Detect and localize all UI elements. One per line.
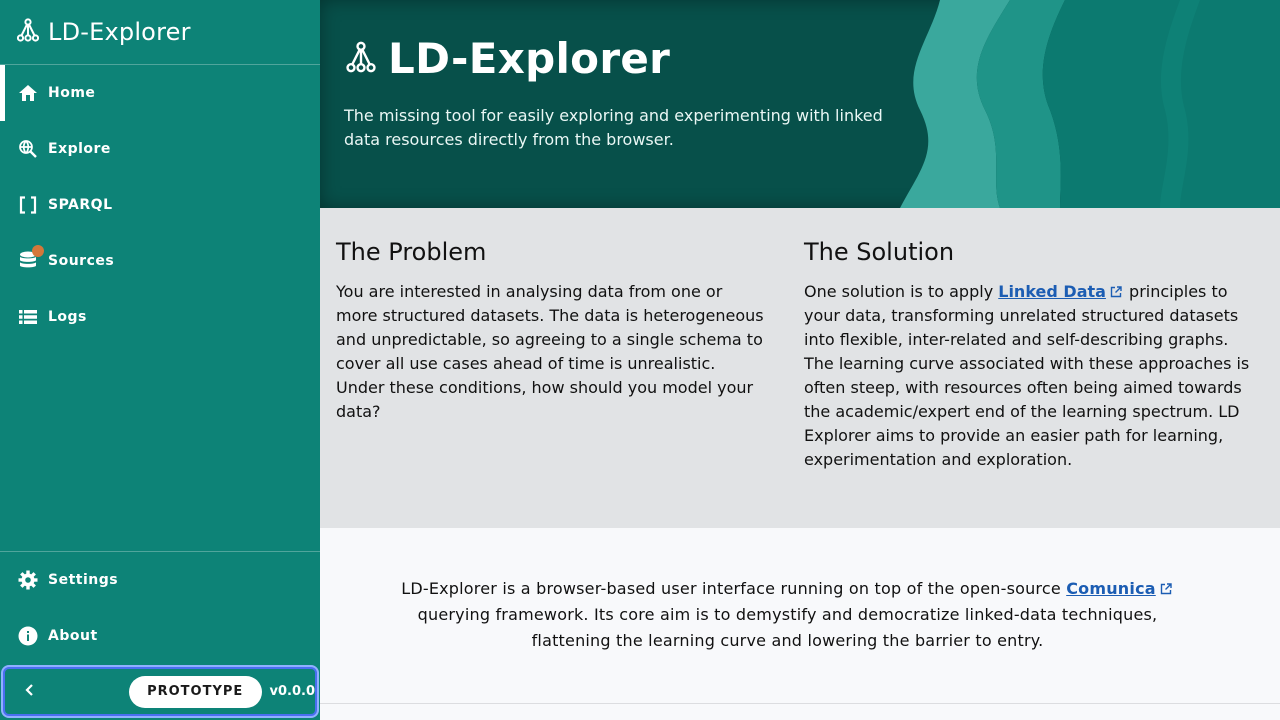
chevron-left-icon <box>24 682 34 701</box>
about-text-before: LD-Explorer is a browser-based user inte… <box>401 579 1061 598</box>
sidebar-item-home[interactable]: Home <box>0 65 320 121</box>
solution-column: The Solution One solution is to apply Li… <box>804 238 1254 472</box>
page-title: LD-Explorer <box>388 34 671 83</box>
sidebar: LD-Explorer Home Explore SPARQL <box>0 0 320 720</box>
brand-title: LD-Explorer <box>48 18 191 46</box>
database-icon <box>18 245 44 271</box>
solution-heading: The Solution <box>804 238 955 266</box>
sidebar-item-label: Settings <box>48 572 119 588</box>
prototype-badge: PROTOTYPE <box>128 675 262 708</box>
problem-heading: The Problem <box>336 238 487 266</box>
linked-data-link[interactable]: Linked Data <box>998 282 1106 301</box>
brackets-icon <box>18 195 38 215</box>
sidebar-item-label: Explore <box>48 141 111 157</box>
hero-title-row: LD-Explorer <box>346 34 670 83</box>
sidebar-item-label: Home <box>48 85 96 101</box>
external-link-icon <box>1110 286 1122 298</box>
graph-logo-icon <box>346 41 376 77</box>
sidebar-item-settings[interactable]: Settings <box>0 552 320 608</box>
info-icon <box>18 626 38 646</box>
explore-icon <box>18 139 38 159</box>
about-text: LD-Explorer is a browser-based user inte… <box>380 576 1195 654</box>
graph-logo-icon <box>16 18 40 46</box>
sidebar-item-label: Sources <box>48 253 115 269</box>
about-text-after: querying framework. Its core aim is to d… <box>417 605 1158 650</box>
sidebar-item-sparql[interactable]: SPARQL <box>0 177 320 233</box>
collapse-sidebar-button[interactable] <box>7 670 51 714</box>
about-section: LD-Explorer is a browser-based user inte… <box>320 528 1280 704</box>
sidebar-item-sources[interactable]: Sources <box>0 233 320 289</box>
sidebar-brand[interactable]: LD-Explorer <box>0 0 320 65</box>
sidebar-item-label: Logs <box>48 309 87 325</box>
problem-text: You are interested in analysing data fro… <box>336 282 764 421</box>
problem-column: The Problem You are interested in analys… <box>336 238 766 424</box>
sidebar-item-label: About <box>48 628 98 644</box>
solution-text-before: One solution is to apply <box>804 282 994 301</box>
notification-badge <box>32 245 44 257</box>
problem-solution-section: The Problem You are interested in analys… <box>320 208 1280 528</box>
external-link-icon <box>1160 583 1172 595</box>
sidebar-item-explore[interactable]: Explore <box>0 121 320 177</box>
home-icon <box>18 83 38 103</box>
hero-banner: LD-Explorer The missing tool for easily … <box>320 0 1280 208</box>
solution-text: One solution is to apply Linked Data pri… <box>804 280 1254 472</box>
gear-icon <box>18 570 38 590</box>
sidebar-bottom-nav: Settings About <box>0 551 320 664</box>
sidebar-item-logs[interactable]: Logs <box>0 289 320 345</box>
decorative-waves <box>900 0 1280 208</box>
prototype-bar: PROTOTYPE v0.0.0 <box>3 667 317 716</box>
sidebar-item-label: SPARQL <box>48 197 113 213</box>
sidebar-item-about[interactable]: About <box>0 608 320 664</box>
comunica-link[interactable]: Comunica <box>1066 579 1156 598</box>
hero-subtitle: The missing tool for easily exploring an… <box>344 106 883 149</box>
solution-text-after: principles to your data, transforming un… <box>804 282 1250 469</box>
version-label: v0.0.0 <box>269 684 316 699</box>
list-icon <box>18 307 38 327</box>
